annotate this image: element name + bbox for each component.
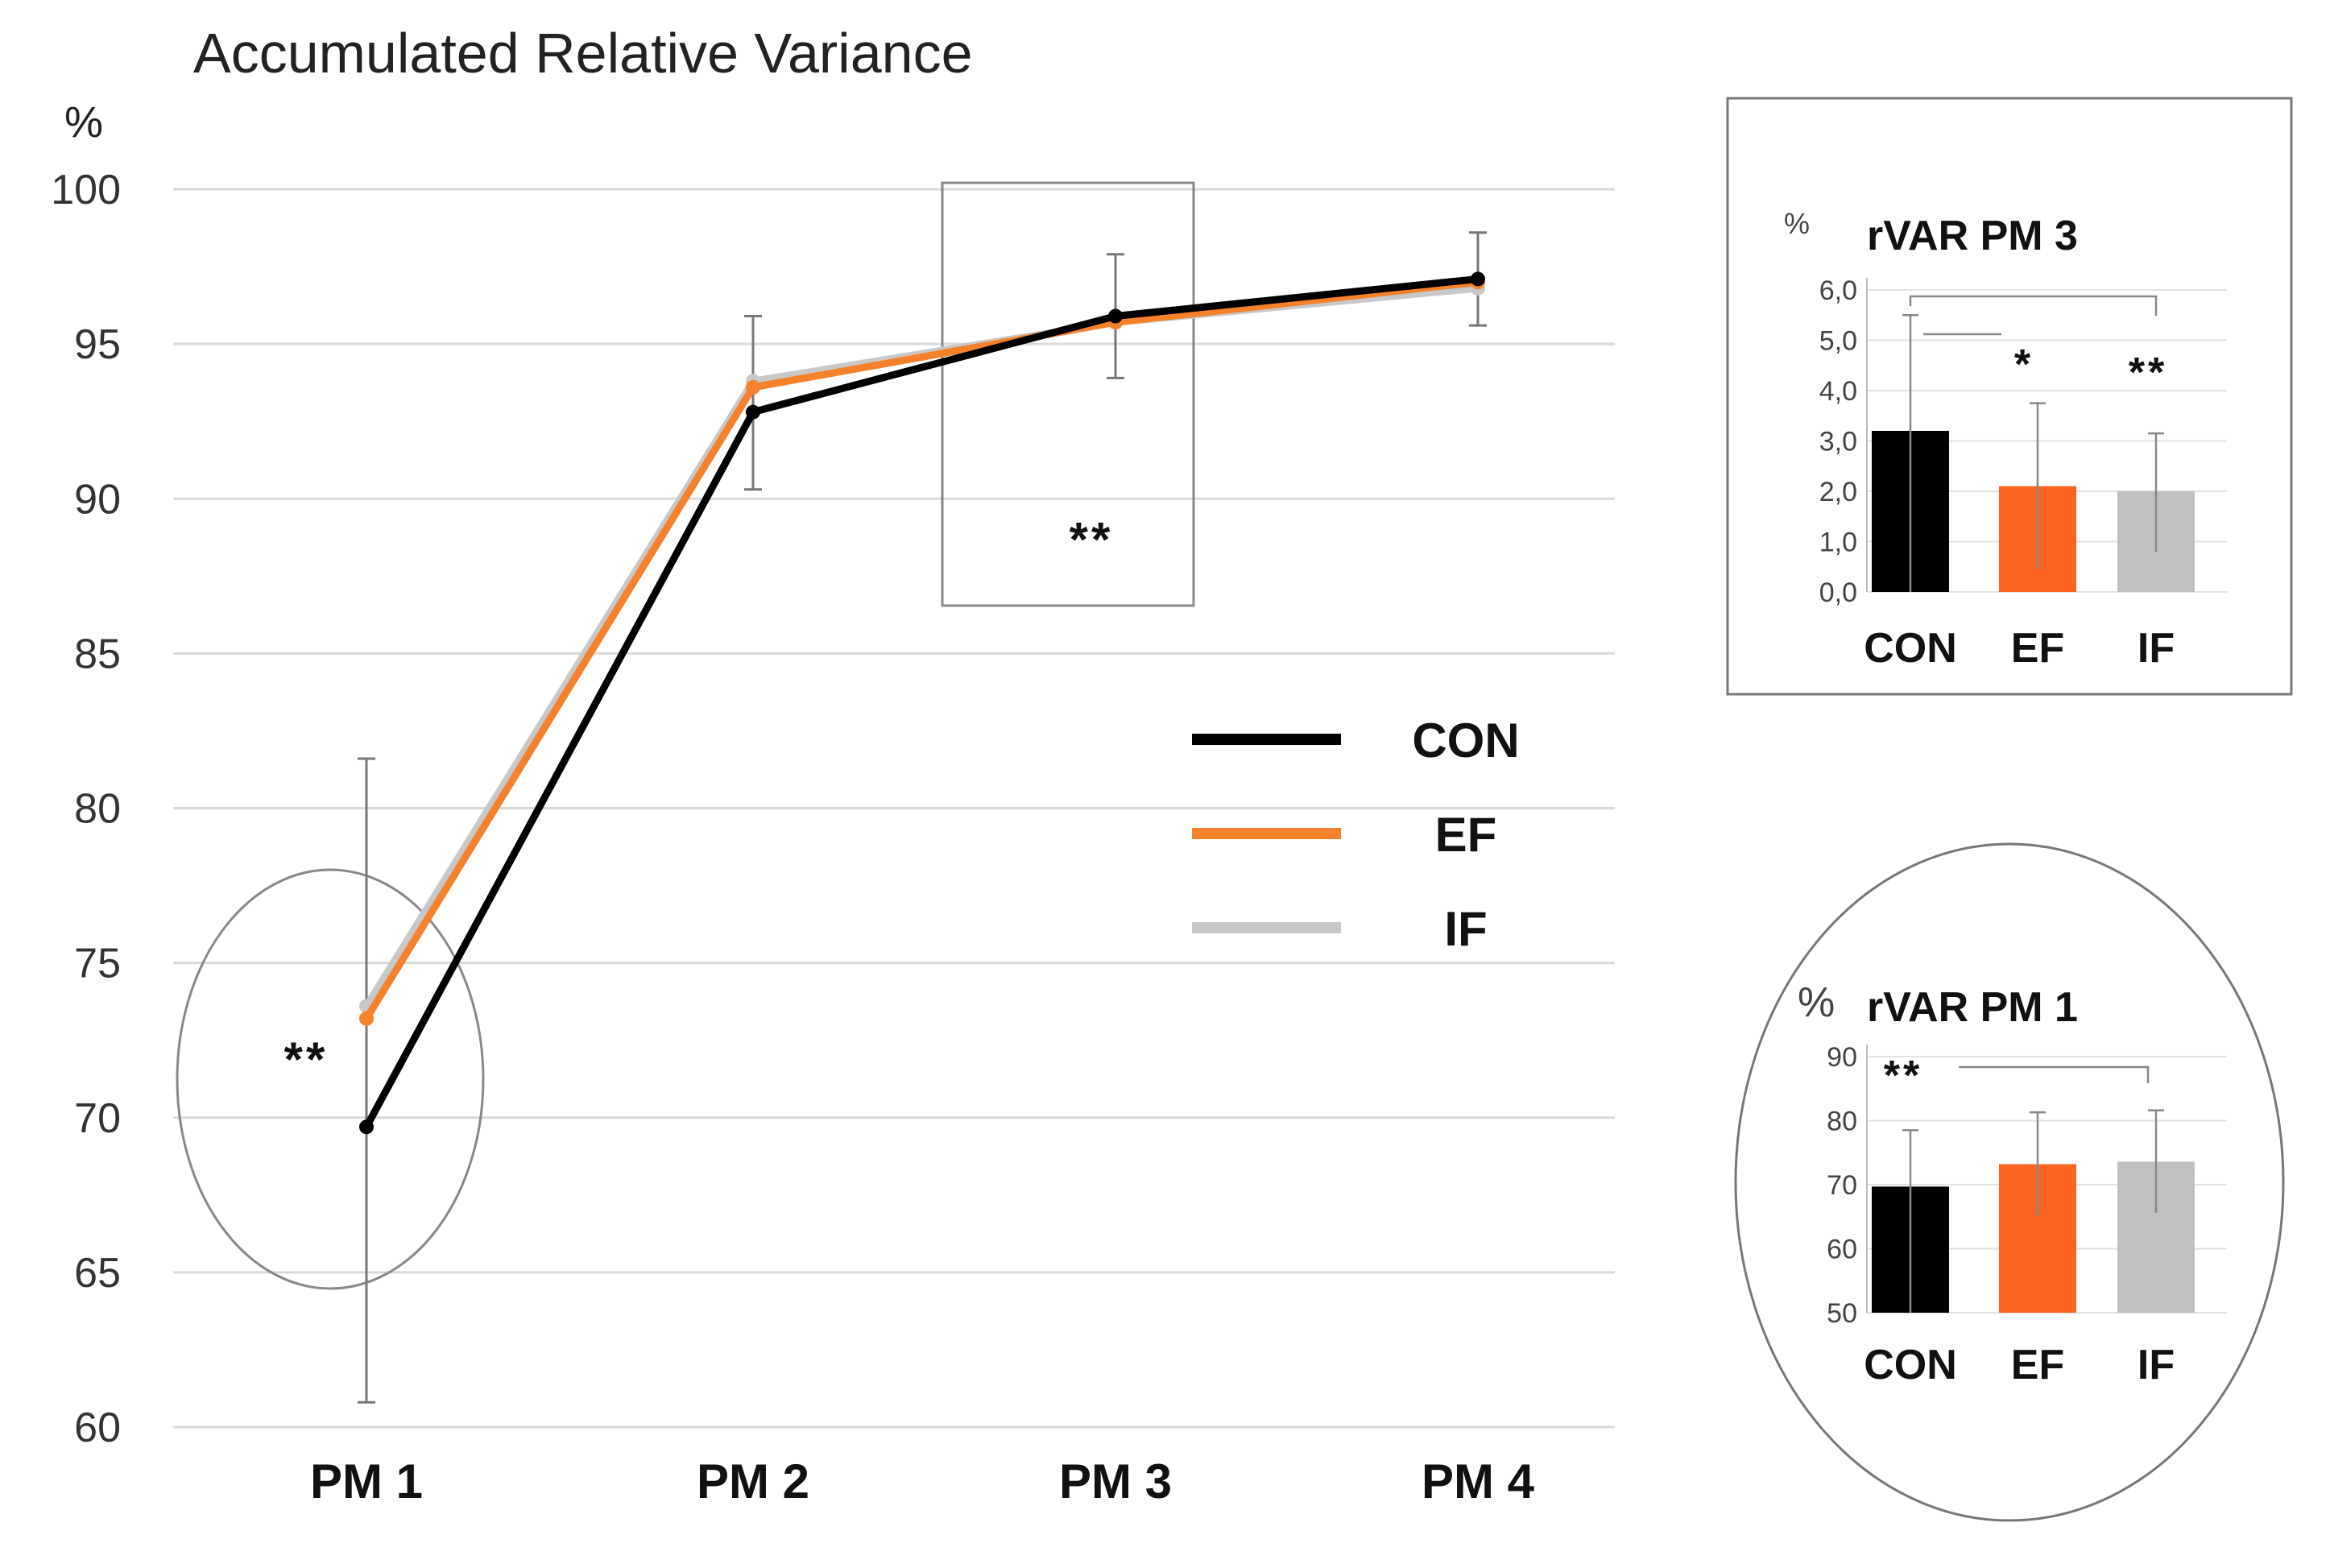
inset-pm-3-category-ef: EF bbox=[2011, 625, 2064, 672]
inset-pm-3-y-tick-label: 0,0 bbox=[1819, 577, 1857, 608]
inset-rvar-pm3: % rVAR PM 3 0,0 1,0 2,0 3,0 4,0 5,0 6,0 CON EF IF… bbox=[1726, 97, 2293, 696]
inset-pm-1-significance-line-0 bbox=[1959, 1065, 2150, 1083]
legend: CON EF IF bbox=[1192, 714, 1520, 956]
y-axis-unit: % bbox=[64, 98, 103, 147]
y-tick-label: 100 bbox=[51, 167, 121, 213]
inset-pm-3-category-con: CON bbox=[1864, 625, 1957, 672]
significance-pm-3: ** bbox=[1070, 512, 1114, 566]
inset-pm1-unit: % bbox=[1798, 979, 1835, 1026]
inset-pm-1-category-con: CON bbox=[1864, 1342, 1957, 1388]
significance-pm-1: ** bbox=[284, 1032, 329, 1086]
inset-pm3-title: rVAR PM 3 bbox=[1867, 213, 2078, 259]
pm1-highlight-ellipse bbox=[176, 868, 485, 1290]
x-tick-label-pm-2: PM 2 bbox=[697, 1454, 809, 1508]
point-con-pm-3 bbox=[1108, 308, 1123, 324]
y-tick-label: 60 bbox=[74, 1405, 121, 1451]
inset-pm-3-y-tick-label: 1,0 bbox=[1819, 527, 1857, 558]
inset-pm-1-y-tick-label: 80 bbox=[1827, 1107, 1857, 1137]
point-ef-pm-1 bbox=[359, 1011, 374, 1026]
main-series-lines bbox=[359, 271, 1485, 1135]
inset-pm-3-y-tick-label: 3,0 bbox=[1819, 427, 1857, 457]
y-tick-label: 70 bbox=[74, 1095, 121, 1142]
main-x-tick-labels: PM 1 PM 2 PM 3 PM 4 bbox=[310, 1454, 1535, 1508]
y-tick-label: 80 bbox=[74, 786, 121, 833]
inset-pm-3-y-tick-label: 4,0 bbox=[1819, 376, 1857, 407]
main-line-chart: Accumulated Relative Variance % 60 65 70 75… bbox=[51, 22, 1615, 1508]
main-annotations: ** ** bbox=[284, 512, 1114, 1086]
inset-pm-3-significance-ef: * bbox=[2014, 341, 2034, 388]
point-con-pm-1 bbox=[359, 1119, 374, 1135]
inset-pm1-plot: 50 60 70 80 90 CON EF IF ** bbox=[1827, 1042, 2227, 1388]
y-tick-label: 90 bbox=[74, 476, 121, 523]
point-con-pm-2 bbox=[746, 404, 760, 420]
point-ef-pm-2 bbox=[746, 379, 760, 395]
y-tick-label: 65 bbox=[74, 1250, 121, 1297]
inset-pm3-unit: % bbox=[1784, 207, 1810, 240]
series-line-con bbox=[363, 275, 1479, 1129]
inset-pm-3-category-if: IF bbox=[2138, 625, 2175, 672]
inset-pm3-frame bbox=[1726, 97, 2293, 696]
legend-label-if: IF bbox=[1444, 902, 1487, 956]
chart-title: Accumulated Relative Variance bbox=[193, 22, 973, 85]
series-line-ef bbox=[363, 278, 1479, 1021]
inset-pm-1-significance-if: ** bbox=[1884, 1053, 1922, 1099]
inset-pm-1-category-ef: EF bbox=[2011, 1342, 2064, 1388]
main-y-tick-labels: 60 65 70 75 80 85 90 95 100 bbox=[51, 167, 121, 1451]
y-tick-label: 95 bbox=[74, 321, 121, 368]
inset-pm-1-y-tick-label: 70 bbox=[1827, 1170, 1857, 1201]
inset-pm1-title: rVAR PM 1 bbox=[1867, 984, 2078, 1031]
y-tick-label: 85 bbox=[74, 631, 121, 677]
inset-pm-3-y-tick-label: 5,0 bbox=[1819, 326, 1857, 357]
legend-label-ef: EF bbox=[1435, 808, 1497, 862]
inset-pm-3-y-tick-label: 2,0 bbox=[1819, 477, 1857, 507]
legend-label-con: CON bbox=[1412, 714, 1519, 767]
point-con-pm-4 bbox=[1471, 271, 1485, 287]
x-tick-label-pm-3: PM 3 bbox=[1059, 1454, 1172, 1508]
inset-pm-1-y-tick-label: 50 bbox=[1827, 1298, 1857, 1329]
main-highlight-shapes bbox=[176, 181, 1195, 1290]
inset-pm-3-y-tick-label: 6,0 bbox=[1819, 275, 1857, 306]
inset-pm-1-category-if: IF bbox=[2138, 1342, 2175, 1388]
main-error-bars bbox=[358, 231, 1487, 1404]
inset-pm-3-significance-if: ** bbox=[2129, 350, 2167, 396]
y-tick-label: 75 bbox=[74, 941, 121, 987]
x-tick-label-pm-4: PM 4 bbox=[1422, 1454, 1535, 1508]
series-line-if bbox=[363, 284, 1479, 1008]
inset-rvar-pm1: % rVAR PM 1 50 60 70 80 90 CON EF IF ** bbox=[1734, 842, 2285, 1522]
x-tick-label-pm-1: PM 1 bbox=[310, 1454, 423, 1508]
inset-pm-1-y-tick-label: 90 bbox=[1827, 1042, 1857, 1073]
inset-pm-1-y-tick-label: 60 bbox=[1827, 1235, 1857, 1265]
inset-pm1-frame bbox=[1734, 842, 2285, 1522]
pm3-highlight-rectangle bbox=[941, 181, 1195, 607]
main-gridlines bbox=[173, 188, 1615, 1429]
inset-pm-3-significance-line-0 bbox=[1909, 295, 2158, 316]
